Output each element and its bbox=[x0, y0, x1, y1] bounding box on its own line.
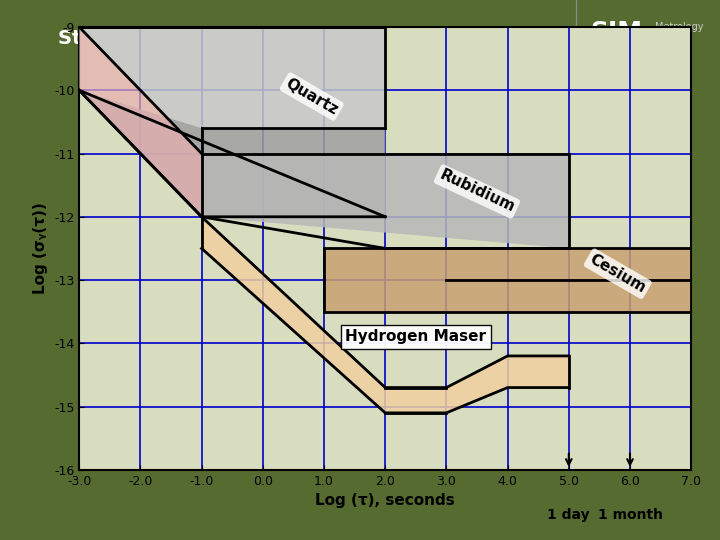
Polygon shape bbox=[202, 217, 569, 413]
Polygon shape bbox=[202, 153, 569, 248]
X-axis label: Log (τ), seconds: Log (τ), seconds bbox=[315, 493, 455, 508]
Polygon shape bbox=[79, 90, 385, 217]
Polygon shape bbox=[79, 27, 202, 217]
Text: Hydrogen Maser: Hydrogen Maser bbox=[346, 329, 486, 345]
Polygon shape bbox=[324, 248, 691, 312]
Y-axis label: Log (σᵧ(τ)): Log (σᵧ(τ)) bbox=[33, 202, 48, 294]
Text: School: School bbox=[655, 38, 688, 49]
Text: 1 day: 1 day bbox=[547, 508, 590, 522]
Text: SIM: SIM bbox=[590, 19, 642, 44]
Text: Rubidium: Rubidium bbox=[437, 167, 517, 215]
Polygon shape bbox=[79, 27, 385, 153]
Text: Cesium: Cesium bbox=[587, 252, 649, 296]
Text: Metrology: Metrology bbox=[655, 22, 703, 32]
Text: Quartz: Quartz bbox=[283, 76, 341, 118]
Text: Stability of frequency standards: Stability of frequency standards bbox=[58, 29, 413, 48]
Text: 1 month: 1 month bbox=[598, 508, 662, 522]
